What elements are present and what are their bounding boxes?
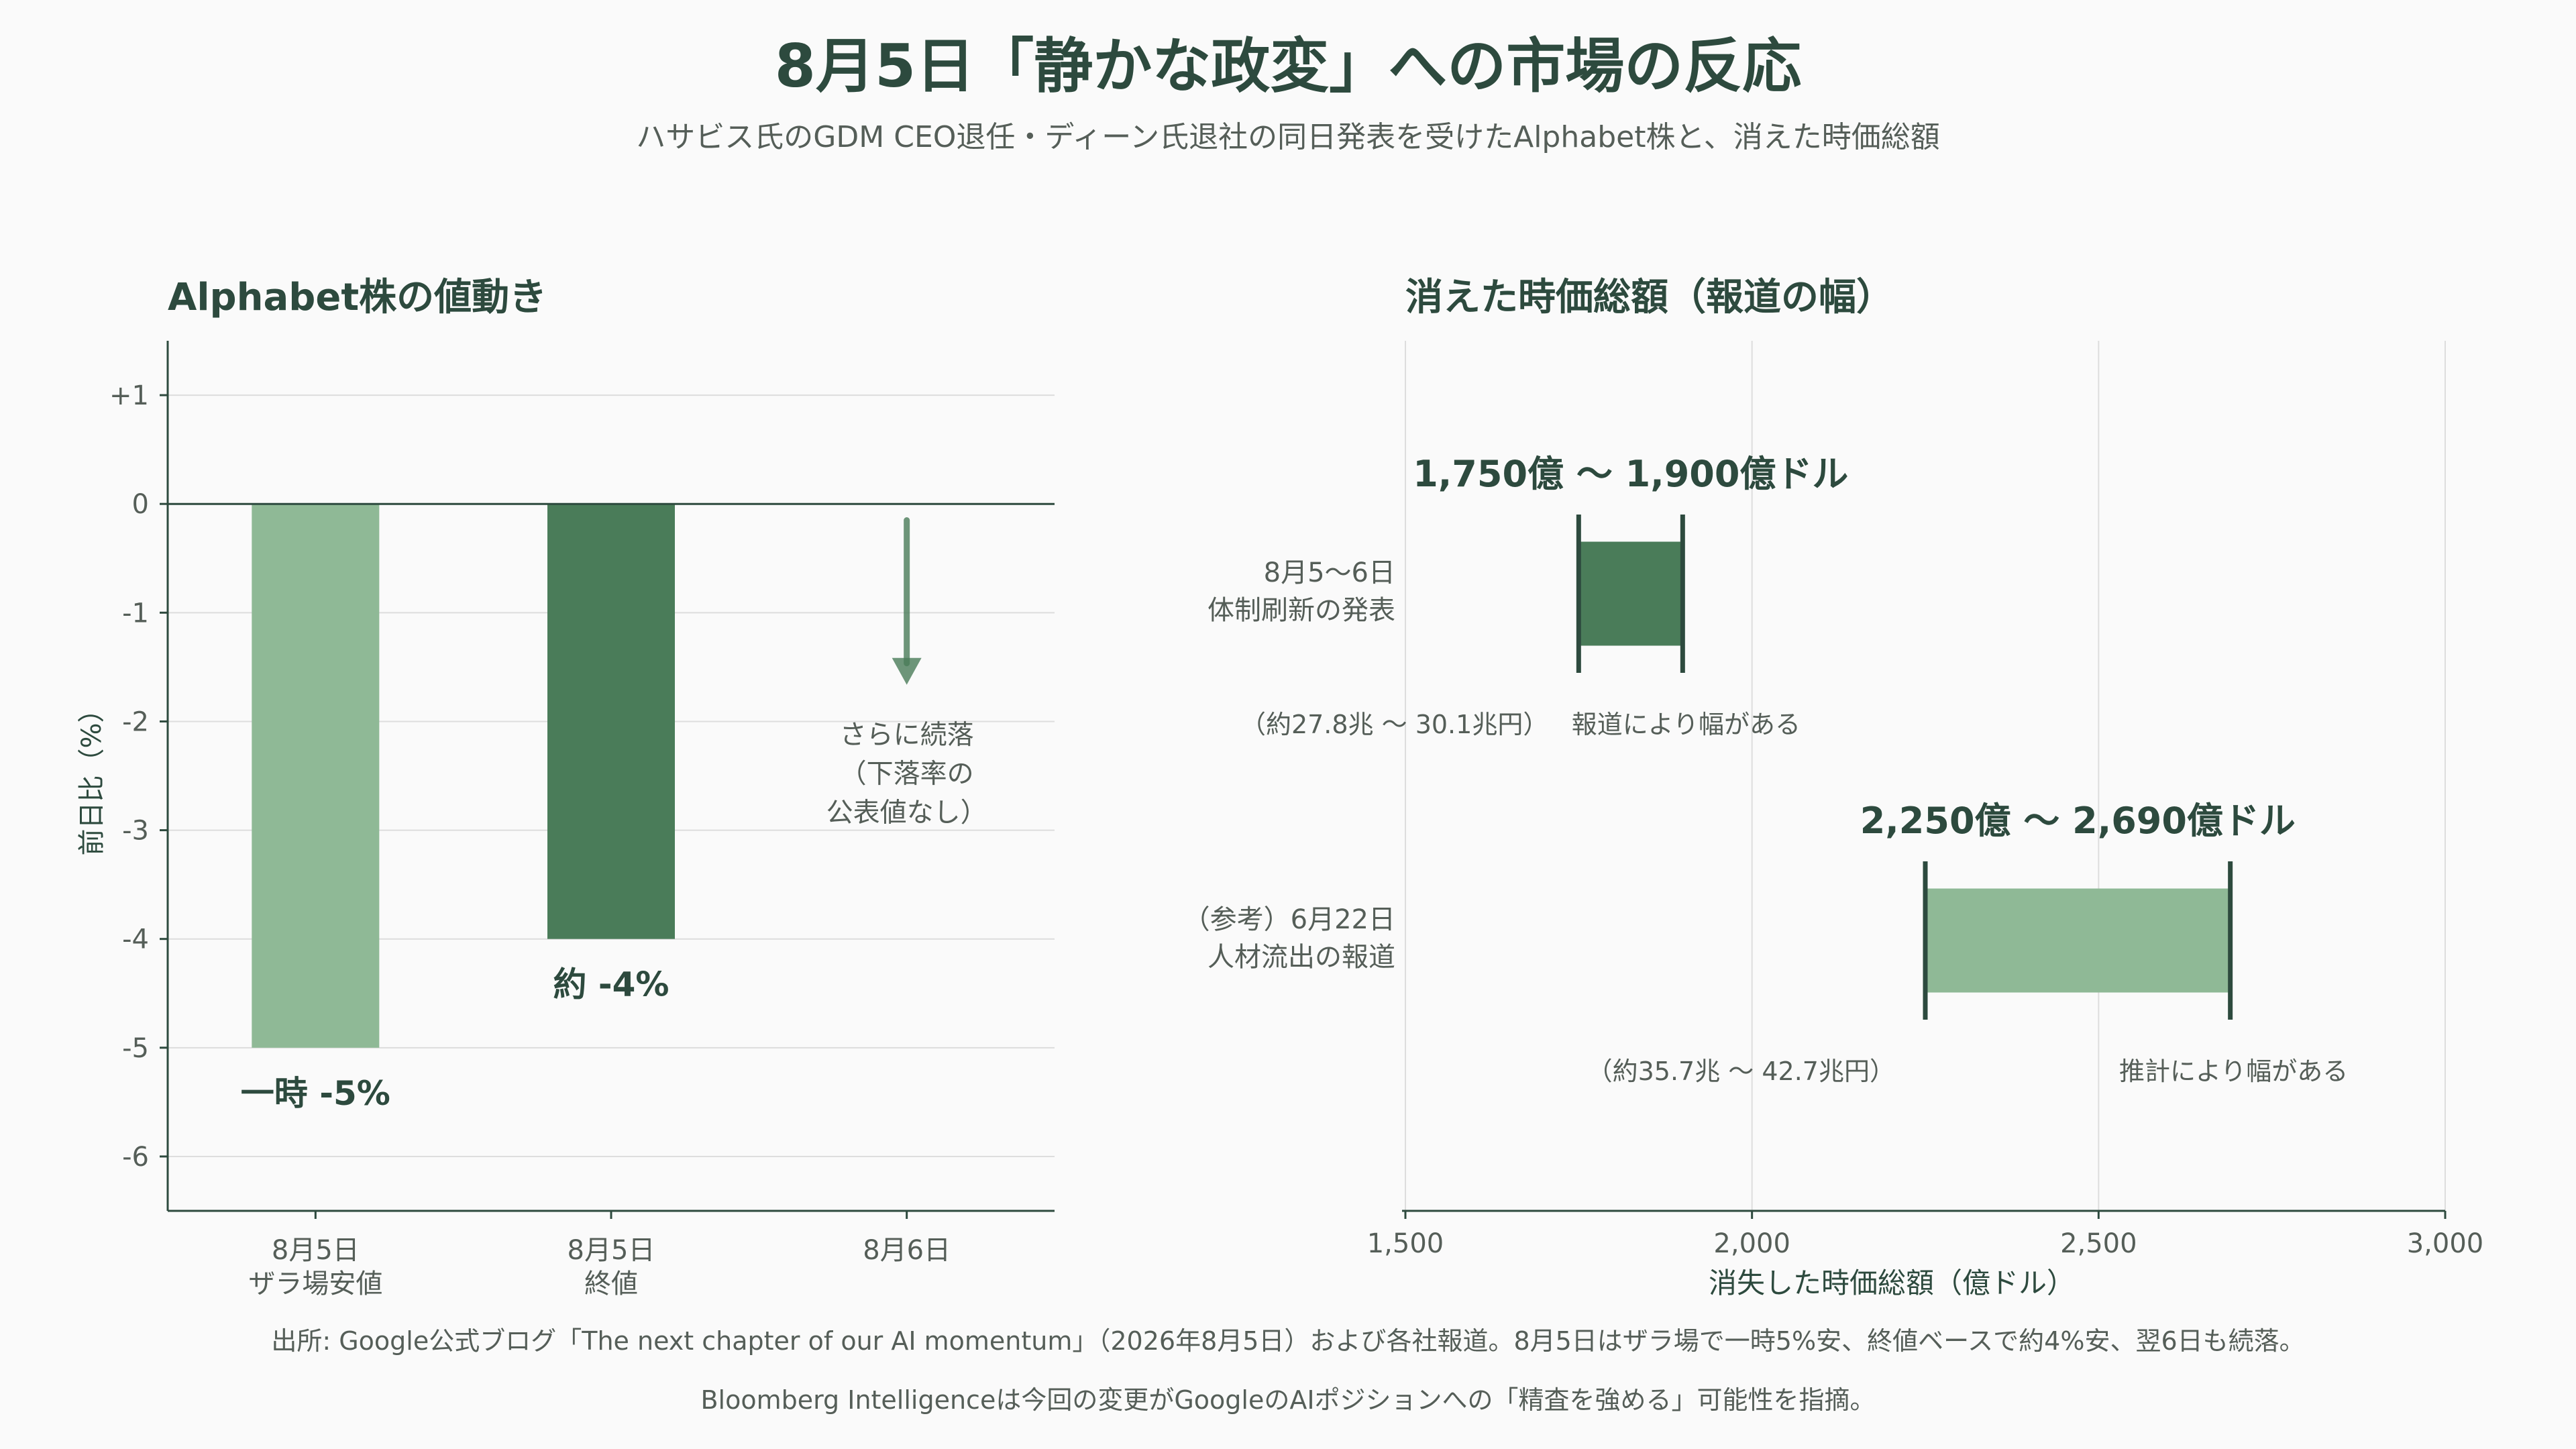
yen-note: （約27.8兆 〜 30.1兆円） <box>1240 710 1548 739</box>
bar <box>252 504 380 1048</box>
bar-data-label: 約 -4% <box>553 965 669 1004</box>
page-title: 8月5日「静かな政変」への市場の反応 <box>774 32 1802 101</box>
x-tick-label-sub: 終値 <box>584 1269 638 1299</box>
range-value-label: 1,750億 〜 1,900億ドル <box>1413 453 1848 495</box>
range-bar <box>1578 541 1683 646</box>
annotation-arrow-head <box>892 657 922 685</box>
x-tick-label: 8月6日 <box>863 1235 951 1266</box>
x-tick-label: 3,000 <box>2407 1228 2484 1259</box>
x-axis-label: 消失した時価総額（億ドル） <box>1709 1267 2075 1299</box>
row-label-sub: 人材流出の報道 <box>1208 942 1395 973</box>
charts-canvas: +10-1-2-3-4-5-6一時 -5%約 -4%8月5日ザラ場安値8月5日終… <box>76 341 2484 1299</box>
footer-note: Bloomberg Intelligenceは今回の変更がGoogleのAIポジ… <box>700 1385 1876 1415</box>
bar <box>547 504 675 939</box>
range-note: 推計により幅がある <box>2119 1057 2348 1086</box>
y-tick-label: -6 <box>122 1142 149 1173</box>
y-tick-label: +1 <box>109 380 149 411</box>
y-tick-label: -3 <box>122 816 149 847</box>
y-tick-label: -5 <box>122 1033 149 1064</box>
row-label-sub: 体制刷新の発表 <box>1208 595 1395 626</box>
y-tick-label: -2 <box>122 706 149 737</box>
range-bar <box>1925 888 2231 993</box>
right-chart-title: 消えた時価総額（報道の幅） <box>1405 276 1894 319</box>
left-chart-title: Alphabet株の値動き <box>168 276 547 319</box>
bar-data-label: 一時 -5% <box>241 1074 390 1113</box>
annotation-text: さらに続落 <box>840 720 974 751</box>
range-note: 報道により幅がある <box>1572 710 1801 739</box>
range-value-label: 2,250億 〜 2,690億ドル <box>1860 800 2296 842</box>
annotation-text: （下落率の <box>840 759 974 790</box>
y-tick-label: -4 <box>122 924 149 955</box>
row-label: 8月5〜6日 <box>1264 557 1395 588</box>
y-axis-label: 前日比（%） <box>76 696 107 855</box>
annotation-text: 公表値なし） <box>826 798 987 828</box>
row-label: （参考）6月22日 <box>1183 904 1395 935</box>
x-tick-label: 1,500 <box>1367 1228 1444 1259</box>
x-tick-label: 2,500 <box>2060 1228 2137 1259</box>
x-tick-label: 2,000 <box>1713 1228 1790 1259</box>
x-tick-label: 8月5日 <box>272 1235 360 1266</box>
footer-source: 出所: Google公式ブログ「The next chapter of our … <box>271 1326 2305 1356</box>
yen-note: （約35.7兆 〜 42.7兆円） <box>1587 1057 1895 1086</box>
x-tick-label: 8月5日 <box>568 1235 655 1266</box>
y-tick-label: 0 <box>132 489 149 520</box>
page-subtitle: ハサビス氏のGDM CEO退任・ディーン氏退社の同日発表を受けたAlphabet… <box>636 120 1940 154</box>
x-tick-label-sub: ザラ場安値 <box>248 1269 382 1299</box>
y-tick-label: -1 <box>122 598 149 629</box>
